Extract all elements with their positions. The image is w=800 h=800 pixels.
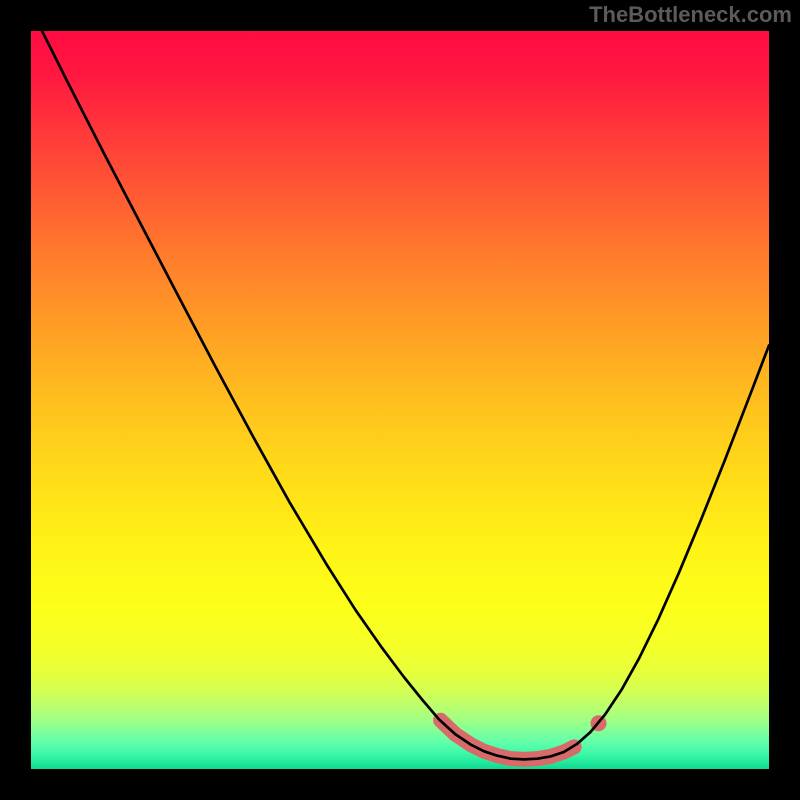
chart-stage: TheBottleneck.com	[0, 0, 800, 800]
plot-background	[31, 31, 769, 769]
watermark-text: TheBottleneck.com	[589, 2, 792, 28]
chart-svg	[0, 0, 800, 800]
